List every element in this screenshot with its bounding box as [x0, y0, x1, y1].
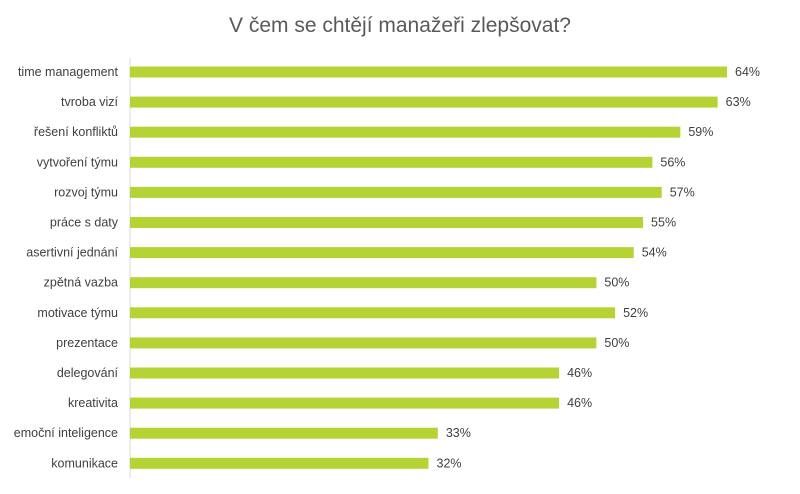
bar [130, 217, 644, 228]
value-label: 64% [735, 65, 760, 79]
bar [130, 397, 560, 409]
value-label: 46% [567, 396, 592, 410]
value-label: 59% [688, 125, 713, 139]
value-label: 33% [446, 426, 471, 440]
bar [130, 427, 438, 439]
bar [130, 96, 718, 108]
value-label: 32% [437, 456, 462, 470]
category-label: motivace týmu [37, 306, 118, 320]
value-label: 56% [660, 155, 685, 169]
category-label: time management [18, 65, 119, 79]
bar [130, 367, 560, 379]
bar [130, 337, 597, 349]
bar [130, 186, 662, 198]
category-label: zpětná vazba [44, 276, 118, 290]
bar [130, 307, 616, 319]
bar [130, 156, 653, 168]
value-label: 50% [604, 276, 629, 290]
bar [130, 247, 634, 259]
bar [130, 126, 681, 138]
category-label: asertivní jednání [26, 246, 118, 260]
category-label: komunikace [51, 456, 118, 470]
bar [130, 457, 429, 469]
chart-title: V čem se chtějí manažeři zlepšovat? [229, 14, 571, 37]
value-label: 50% [604, 336, 629, 350]
value-label: 63% [726, 95, 751, 109]
category-label: vytvoření týmu [37, 155, 118, 169]
category-label: prezentace [56, 336, 118, 350]
value-label: 55% [651, 216, 676, 230]
category-label: tvroba vizí [61, 95, 118, 109]
category-label: řešení konfliktů [34, 125, 118, 139]
value-label: 57% [670, 185, 695, 199]
bar [130, 277, 597, 289]
category-label: kreativita [68, 396, 118, 410]
category-label: rozvoj týmu [54, 185, 118, 199]
category-label: emoční inteligence [14, 426, 118, 440]
category-label: delegování [57, 366, 119, 380]
category-label: práce s daty [50, 216, 119, 230]
value-label: 52% [623, 306, 648, 320]
value-label: 54% [642, 246, 667, 260]
bar [130, 66, 727, 78]
value-label: 46% [567, 366, 592, 380]
